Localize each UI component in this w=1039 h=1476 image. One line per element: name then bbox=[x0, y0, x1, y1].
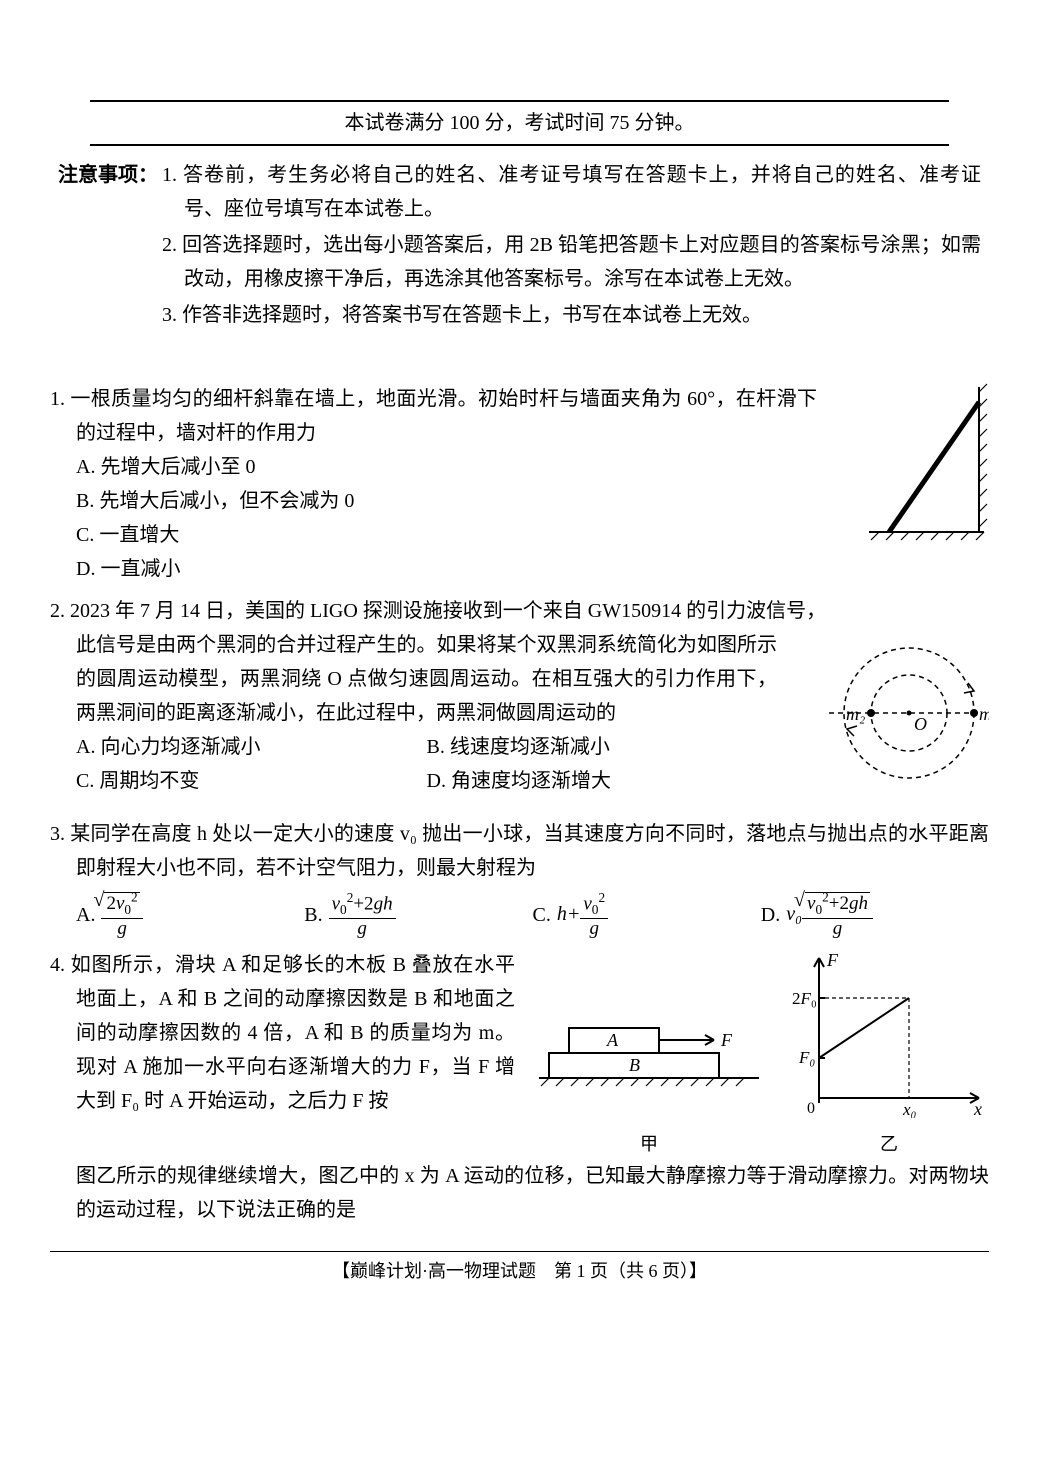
q4-b-label: B bbox=[629, 1055, 640, 1075]
q1-option-d: D. 一直减小 bbox=[76, 552, 817, 586]
q3-option-c: C. h+v02g bbox=[533, 891, 761, 940]
q2-stem-b: 此信号是由两个黑洞的合并过程产生的。如果将某个双黑洞系统简化为如图所示的圆周运动… bbox=[50, 628, 777, 730]
q4-x0-label: x₀ bbox=[902, 1100, 917, 1118]
q1-option-a: A. 先增大后减小至 0 bbox=[76, 450, 817, 484]
q4-stem-a: 4. 如图所示，滑块 A 和足够长的木板 B 叠放在水平地面上，A 和 B 之间… bbox=[50, 948, 515, 1118]
q4-x-axis: x bbox=[973, 1099, 982, 1118]
q1-figure bbox=[829, 382, 989, 563]
q4-figure-2: F 2F₀ F₀ 0 x₀ x 乙 bbox=[789, 948, 989, 1160]
q4-figure-1: A B F 甲 bbox=[529, 988, 769, 1160]
page-footer: 【巅峰计划·高一物理试题 第 1 页（共 6 页）】 bbox=[50, 1251, 989, 1287]
question-4: 4. 如图所示，滑块 A 和足够长的木板 B 叠放在水平地面上，A 和 B 之间… bbox=[50, 948, 989, 1228]
q4-a-label: A bbox=[606, 1030, 619, 1050]
question-3: 3. 某同学在高度 h 处以一定大小的速度 v₀ 抛出一小球，当其速度方向不同时… bbox=[50, 817, 989, 940]
notice-box: 注意事项： 1. 答卷前，考生务必将自己的姓名、准考证号填写在答题卡上，并将自己… bbox=[50, 158, 989, 342]
notice-item: 3. 作答非选择题时，将答案书写在答题卡上，书写在本试卷上无效。 bbox=[162, 298, 981, 332]
q3-option-a: A. 2v02g bbox=[76, 891, 304, 940]
q4-zero-label: 0 bbox=[807, 1100, 815, 1117]
notice-item: 1. 答卷前，考生务必将自己的姓名、准考证号填写在答题卡上，并将自己的姓名、准考… bbox=[162, 158, 981, 226]
q2-figure: m₁ m₂ O bbox=[789, 628, 989, 809]
q3-option-b: B. v02+2ghg bbox=[304, 891, 532, 940]
q2-m2-label: m₂ bbox=[846, 704, 865, 724]
notice-label: 注意事项： bbox=[58, 158, 158, 192]
q2-m1-label: m₁ bbox=[979, 704, 989, 724]
q2-o-label: O bbox=[914, 714, 927, 734]
q2-option-c: C. 周期均不变 bbox=[76, 764, 427, 798]
question-2: 2. 2023 年 7 月 14 日，美国的 LIGO 探测设施接收到一个来自 … bbox=[50, 594, 989, 809]
q4-f0-label: F₀ bbox=[798, 1048, 815, 1067]
notice-body: 1. 答卷前，考生务必将自己的姓名、准考证号填写在答题卡上，并将自己的姓名、准考… bbox=[162, 158, 981, 334]
q4-fig2-caption: 乙 bbox=[789, 1129, 989, 1160]
q2-option-a: A. 向心力均逐渐减小 bbox=[76, 730, 427, 764]
q2-stem-a: 2. 2023 年 7 月 14 日，美国的 LIGO 探测设施接收到一个来自 … bbox=[50, 594, 989, 628]
notice-item: 2. 回答选择题时，选出每小题答案后，用 2B 铅笔把答题卡上对应题目的答案标号… bbox=[162, 228, 981, 296]
q4-stem-b: 图乙所示的规律继续增大，图乙中的 x 为 A 运动的位移，已知最大静摩擦力等于滑… bbox=[50, 1159, 989, 1227]
exam-info-bar: 本试卷满分 100 分，考试时间 75 分钟。 bbox=[90, 100, 949, 146]
q4-f-label: F bbox=[720, 1030, 733, 1050]
q4-fig1-caption: 甲 bbox=[529, 1129, 769, 1160]
q4-2f0-label: 2F₀ bbox=[792, 989, 817, 1008]
q2-option-d: D. 角速度均逐渐增大 bbox=[427, 764, 778, 798]
q1-stem: 1. 一根质量均匀的细杆斜靠在墙上，地面光滑。初始时杆与墙面夹角为 60°，在杆… bbox=[50, 382, 817, 450]
question-1: 1. 一根质量均匀的细杆斜靠在墙上，地面光滑。初始时杆与墙面夹角为 60°，在杆… bbox=[50, 382, 989, 586]
q3-option-d: D. v₀v02+2ghg bbox=[761, 891, 989, 940]
q1-option-b: B. 先增大后减小，但不会减为 0 bbox=[76, 484, 817, 518]
q3-stem: 3. 某同学在高度 h 处以一定大小的速度 v₀ 抛出一小球，当其速度方向不同时… bbox=[50, 817, 989, 885]
q1-option-c: C. 一直增大 bbox=[76, 518, 817, 552]
q4-f-axis: F bbox=[826, 950, 839, 970]
q2-option-b: B. 线速度均逐渐减小 bbox=[427, 730, 778, 764]
